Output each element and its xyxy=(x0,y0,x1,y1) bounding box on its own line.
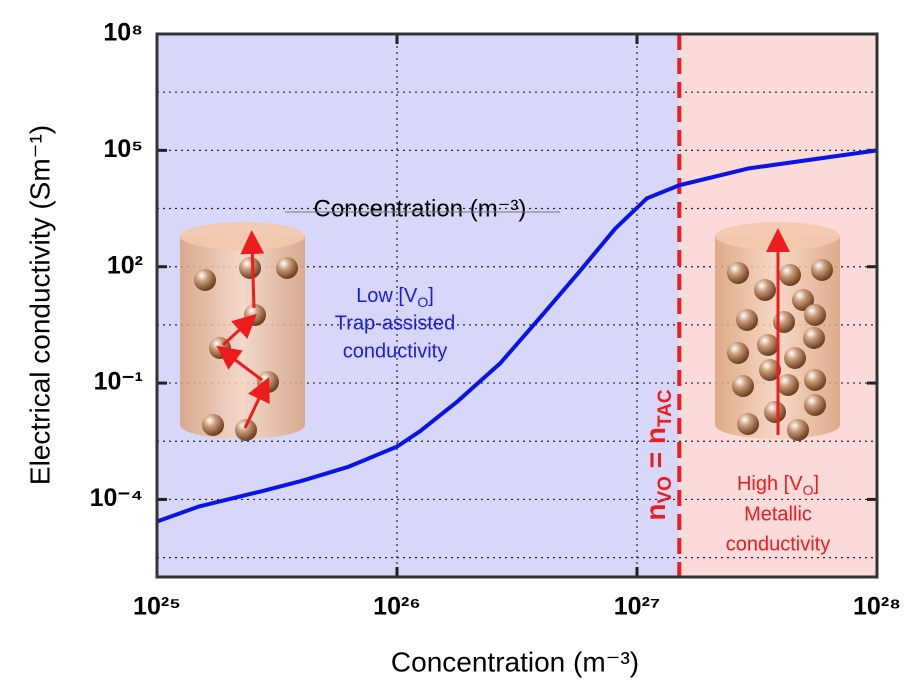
y-tick-label: 10⁻⁴ xyxy=(90,484,143,512)
particle xyxy=(737,413,759,435)
particle xyxy=(787,419,809,441)
plot-frame xyxy=(155,32,879,579)
particle xyxy=(759,359,781,381)
arrow xyxy=(221,313,257,347)
particle xyxy=(732,375,754,397)
line-series xyxy=(156,148,878,524)
illustrations xyxy=(180,222,840,441)
particle xyxy=(803,327,825,349)
threshold-label: nVO = nTAC xyxy=(640,389,676,520)
high-label: Metallic xyxy=(744,503,812,525)
x-tick-label: 10²⁷ xyxy=(614,593,660,621)
particle xyxy=(764,401,786,423)
arrow xyxy=(243,377,270,429)
particle xyxy=(257,371,279,393)
y-tick-label: 10² xyxy=(107,251,143,279)
low-label: conductivity xyxy=(343,340,448,362)
particle xyxy=(202,414,224,436)
particle xyxy=(804,304,826,326)
cylinder-top xyxy=(180,222,305,250)
particle xyxy=(784,347,806,369)
particle xyxy=(754,279,776,301)
particle xyxy=(235,419,257,441)
y-axis-title: Electrical conductivity (Sm⁻¹) xyxy=(24,125,55,485)
particle xyxy=(773,311,795,333)
x-axis-title: Concentration (m⁻³) xyxy=(391,646,639,677)
y-tick-label: 10⁻¹ xyxy=(94,368,143,396)
particle xyxy=(777,374,799,396)
particle xyxy=(804,369,826,391)
y-tick-label: 10⁸ xyxy=(103,19,143,47)
particle xyxy=(757,334,779,356)
x-tick-label: 10²⁵ xyxy=(133,593,181,621)
arrow xyxy=(240,230,265,309)
particle xyxy=(727,262,749,284)
low-label: Low [VO] xyxy=(356,285,434,309)
arrow xyxy=(216,345,263,382)
particle xyxy=(811,259,833,281)
low-label: Trap-assisted xyxy=(335,312,455,334)
inner-title: Concentration (m⁻³) xyxy=(314,195,527,222)
high-label: conductivity xyxy=(726,533,831,555)
particle xyxy=(792,289,814,311)
x-tick-label: 10²⁸ xyxy=(853,593,901,621)
high-label: High [VO] xyxy=(737,473,819,497)
particle xyxy=(276,257,298,279)
particle xyxy=(736,309,758,331)
particle xyxy=(727,342,749,364)
particle xyxy=(779,264,801,286)
particle xyxy=(804,394,826,416)
x-tick-label: 10²⁶ xyxy=(373,593,421,621)
y-tick-label: 10⁵ xyxy=(103,135,143,163)
particle xyxy=(239,257,261,279)
particle xyxy=(194,269,216,291)
